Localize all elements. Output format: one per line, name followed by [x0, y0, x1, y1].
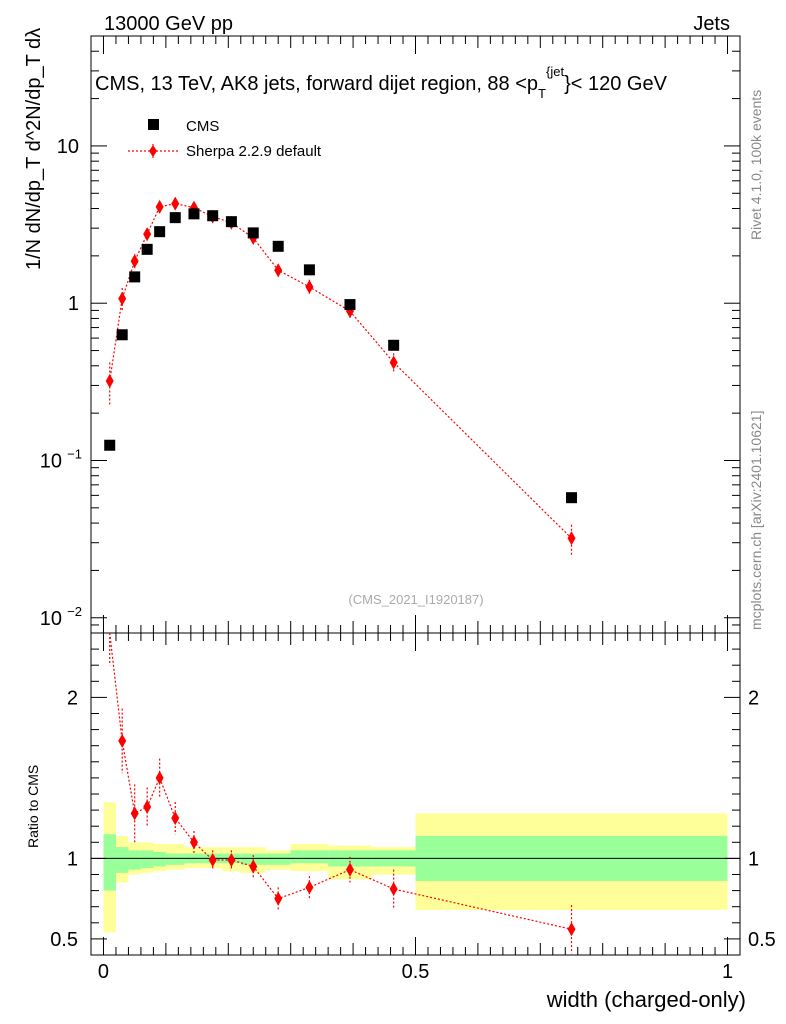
legend-marker-sherpa — [149, 145, 157, 157]
main-y-tick-exponent: −2 — [67, 604, 82, 619]
main-y-tick-exponent: −1 — [67, 446, 82, 461]
green-band-bin — [140, 850, 154, 869]
sherpa-point — [143, 227, 152, 242]
sherpa-ratio-point — [155, 770, 164, 785]
main-axis-ticks: 10 −2 10 −1 1 10 — [40, 35, 740, 634]
header-left: 13000 GeV pp — [104, 13, 233, 35]
sherpa-ratio-line — [109, 632, 572, 930]
sherpa-ratio-point — [345, 862, 354, 877]
green-band-bin — [103, 834, 116, 891]
sherpa-ratio-point — [171, 811, 180, 826]
sherpa-ratio-point — [567, 922, 576, 937]
ratio-y-tick-label: 2 — [67, 687, 78, 709]
ratio-uncertainty-bands — [103, 802, 728, 933]
green-band-bin — [128, 850, 141, 870]
svg-text:1/N dN/dp_T d^2N/dp_T dλ: 1/N dN/dp_T d^2N/dp_T dλ — [23, 28, 45, 270]
sherpa-point — [274, 263, 283, 278]
cms-point — [225, 216, 237, 228]
mcplots-label: mcplots.cern.ch [arXiv:2401.10621] — [748, 411, 764, 630]
main-y-axis-label: 1/N dN/dp_T d^2N/dp_T dλ — [23, 28, 45, 270]
cms-point — [129, 271, 141, 283]
green-band-bin — [153, 851, 166, 867]
x-axis-label: width (charged-only) — [546, 987, 746, 1012]
legend-label-sherpa: Sherpa 2.2.9 default — [186, 143, 322, 160]
ratio-y-axis-label: Ratio to CMS — [25, 765, 41, 848]
ratio-y-tick-label-right: 0.5 — [748, 929, 776, 951]
x-tick-label: 0 — [98, 961, 109, 983]
cms-point — [207, 210, 219, 222]
rivet-label: Rivet 4.1.0, 100k events — [748, 90, 764, 240]
sherpa-point — [305, 279, 314, 294]
cms-point — [116, 329, 128, 341]
green-band-bin — [165, 853, 185, 865]
ratio-y-tick-label-right: 1 — [748, 848, 759, 870]
ratio-series-layer — [109, 632, 576, 954]
ratio-y-tick-label: 1 — [67, 848, 78, 870]
sherpa-point — [155, 199, 164, 214]
sherpa-ratio-point — [274, 891, 283, 906]
cms-point — [247, 227, 259, 239]
cms-point — [388, 339, 400, 351]
main-y-tick-label: 10 — [40, 450, 62, 472]
legend-marker-cms — [148, 119, 159, 130]
sherpa-point — [130, 254, 139, 269]
green-band-bin — [265, 853, 291, 865]
sherpa-point — [567, 531, 576, 546]
sherpa-point — [171, 196, 180, 211]
cms-point — [566, 492, 578, 504]
cms-point — [141, 243, 153, 255]
cms-point — [188, 208, 200, 220]
main-series-layer — [104, 196, 578, 556]
sherpa-line — [109, 202, 572, 539]
legend-label-cms: CMS — [186, 118, 219, 135]
sherpa-ratio-point — [389, 881, 398, 896]
ratio-y-tick-label-right: 2 — [748, 687, 759, 709]
analysis-watermark: (CMS_2021_I1920187) — [348, 592, 483, 607]
cms-point — [303, 264, 315, 276]
cms-point — [344, 299, 356, 311]
ratio-axis-ticks: 0.5 0.5 1 1 2 2 — [50, 632, 776, 956]
sherpa-ratio-point — [305, 880, 314, 895]
sherpa-point — [105, 374, 114, 389]
cms-point — [272, 240, 284, 252]
ratio-y-tick-label: 0.5 — [50, 929, 78, 951]
sherpa-ratio-point — [130, 806, 139, 821]
legend: CMS Sherpa 2.2.9 default — [128, 118, 322, 160]
x-axis-ticks: 0 0.5 1 — [98, 36, 733, 983]
main-y-tick-label: 1 — [68, 293, 79, 315]
chart-title: CMS, 13 TeV, AK8 jets, forward dijet reg… — [95, 64, 668, 101]
cms-point — [154, 226, 166, 238]
sherpa-ratio-point — [227, 853, 236, 868]
sherpa-ratio-point — [143, 799, 152, 814]
green-band-bin — [115, 847, 129, 873]
sherpa-point — [118, 291, 127, 306]
sherpa-point — [389, 355, 398, 370]
sherpa-ratio-point — [249, 859, 258, 874]
sherpa-ratio-point — [208, 853, 217, 868]
header-right: Jets — [693, 13, 730, 35]
green-band-bin — [290, 850, 329, 864]
main-y-tick-label: 10 — [57, 136, 79, 158]
main-y-tick-label: 10 — [40, 608, 62, 630]
x-tick-label: 0.5 — [402, 961, 430, 983]
x-tick-label: 1 — [722, 961, 733, 983]
cms-point — [104, 439, 116, 451]
sherpa-ratio-point — [189, 835, 198, 850]
cms-point — [169, 212, 181, 224]
sherpa-ratio-point — [118, 733, 127, 748]
